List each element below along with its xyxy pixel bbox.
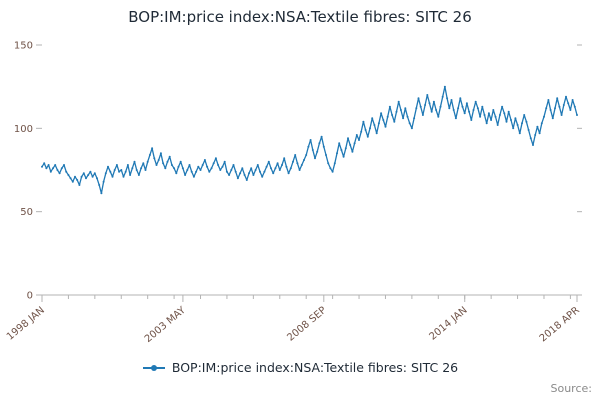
source-label: Source:	[550, 382, 593, 395]
legend: BOP:IM:price index:NSA:Textile fibres: S…	[0, 360, 600, 375]
x-tick-label: 2008 SEP	[285, 305, 328, 344]
chart-title: BOP:IM:price index:NSA:Textile fibres: S…	[128, 8, 472, 26]
plot-area: 1998 JAN 2003 MAY 2008 SEP 2014 JAN 2018 APR…	[5, 41, 582, 345]
legend-item[interactable]: BOP:IM:price index:NSA:Textile fibres: S…	[142, 360, 458, 375]
x-tick-label: 1998 JAN	[5, 305, 47, 343]
y-tick-label: 50	[20, 207, 33, 218]
y-tick-label: 150	[14, 41, 33, 52]
x-tick-label: 2018 APR	[538, 305, 582, 345]
y-tick-label: 100	[14, 124, 33, 135]
series-line	[41, 86, 578, 194]
line-marker-icon	[142, 364, 165, 371]
x-tick-label: 2014 JAN	[428, 305, 470, 343]
legend-label: BOP:IM:price index:NSA:Textile fibres: S…	[171, 360, 459, 375]
x-tick-label: 2003 MAY	[143, 304, 189, 345]
y-tick-label: 0	[27, 291, 33, 302]
